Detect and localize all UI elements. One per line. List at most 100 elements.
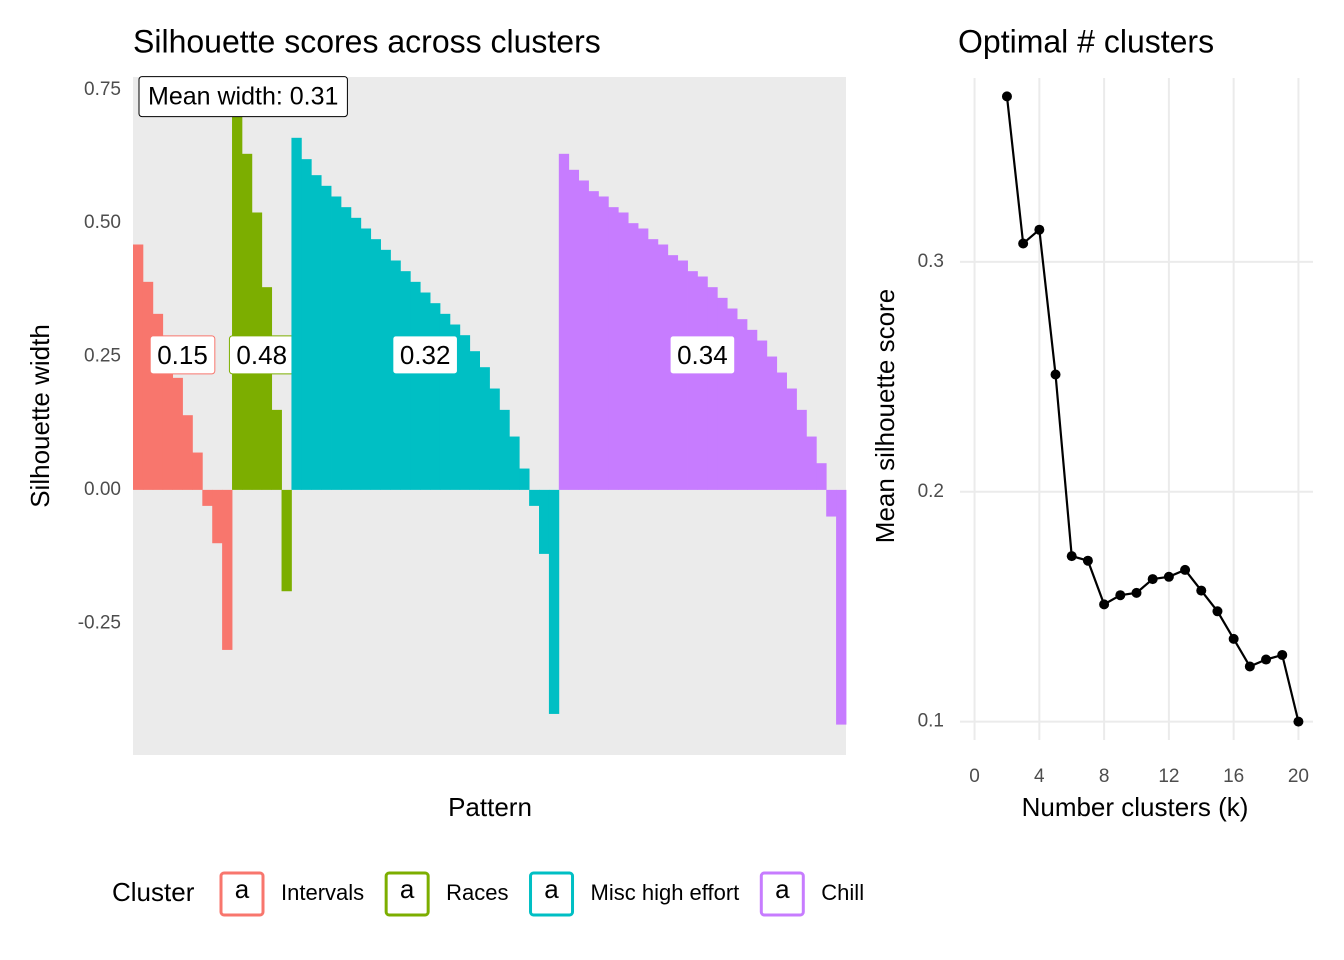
point bbox=[1034, 224, 1045, 235]
point bbox=[1212, 606, 1223, 617]
silhouette-bar bbox=[618, 212, 629, 490]
silhouette-bar bbox=[737, 319, 748, 490]
silhouette-bar bbox=[192, 452, 203, 490]
cluster-mean-label: 0.34 bbox=[677, 340, 728, 370]
silhouette-bar bbox=[776, 372, 787, 490]
cluster-mean-label: 0.15 bbox=[157, 340, 208, 370]
silhouette-bar bbox=[548, 489, 560, 714]
silhouette-bar bbox=[232, 116, 243, 490]
silhouette-bar bbox=[430, 303, 441, 490]
silhouette-bar bbox=[578, 180, 589, 490]
silhouette-bar bbox=[281, 489, 292, 592]
legend-key-glyph: a bbox=[235, 874, 250, 904]
silhouette-bar bbox=[766, 356, 778, 490]
legend-key bbox=[759, 871, 805, 917]
silhouette-bar bbox=[558, 153, 570, 490]
label-box bbox=[138, 76, 348, 118]
silhouette-bar bbox=[449, 324, 461, 490]
point bbox=[1115, 590, 1126, 601]
silhouette-bar bbox=[360, 228, 372, 490]
x-tick-label: 20 bbox=[1288, 766, 1309, 787]
point bbox=[1099, 599, 1110, 610]
legend-key-glyph: a bbox=[400, 874, 415, 904]
point bbox=[1163, 571, 1174, 582]
silhouette-bar bbox=[321, 185, 332, 490]
silhouette-bar bbox=[816, 463, 827, 490]
x-tick-label: 16 bbox=[1223, 766, 1244, 787]
silhouette-bar bbox=[340, 207, 352, 490]
silhouette-bar bbox=[133, 244, 144, 490]
silhouette-bar bbox=[598, 196, 609, 490]
x-tick-label: 12 bbox=[1158, 766, 1179, 787]
legend-label: Races bbox=[446, 880, 508, 905]
legend-title: Cluster bbox=[112, 877, 195, 907]
silhouette-bar bbox=[459, 335, 471, 490]
point bbox=[1050, 369, 1061, 380]
silhouette-bar bbox=[202, 489, 213, 506]
line bbox=[1005, 96, 1300, 722]
legend-key bbox=[219, 871, 265, 917]
silhouette-bar bbox=[628, 223, 639, 490]
silhouette-bar bbox=[568, 169, 580, 490]
silhouette-bar bbox=[836, 489, 847, 725]
y-tick-label: 0.2 bbox=[918, 481, 944, 502]
y-tick-label: 0.75 bbox=[84, 79, 121, 100]
silhouette-bar bbox=[331, 196, 342, 490]
silhouette-bar bbox=[529, 489, 540, 506]
silhouette-bar bbox=[410, 281, 421, 490]
silhouette-bar bbox=[638, 228, 649, 490]
point bbox=[1082, 555, 1093, 566]
silhouette-bar bbox=[519, 468, 530, 490]
silhouette-bar bbox=[162, 345, 174, 490]
silhouette-bar bbox=[479, 367, 490, 490]
point bbox=[1261, 654, 1272, 665]
silhouette-bar bbox=[172, 377, 183, 490]
silhouette-bar bbox=[420, 292, 431, 490]
silhouette-bar bbox=[271, 409, 282, 490]
x-axis-title: Number clusters (k) bbox=[1022, 792, 1249, 822]
silhouette-bar bbox=[311, 175, 322, 490]
point bbox=[1180, 564, 1191, 575]
legend-label: Chill bbox=[821, 880, 864, 905]
x-tick-label: 0 bbox=[969, 766, 980, 787]
silhouette-bar bbox=[727, 308, 738, 490]
silhouette-bar bbox=[509, 436, 520, 490]
silhouette-bar bbox=[142, 281, 154, 490]
silhouette-bar bbox=[212, 489, 223, 544]
silhouette-bar bbox=[400, 271, 411, 490]
silhouette-bar bbox=[489, 388, 500, 490]
silhouette-bar bbox=[687, 271, 698, 490]
legend-key bbox=[384, 871, 430, 917]
silhouette-bar bbox=[826, 489, 837, 517]
chart-title: Optimal # clusters bbox=[958, 23, 1214, 59]
legend-key-glyph: a bbox=[544, 874, 559, 904]
point bbox=[1018, 238, 1029, 249]
silhouette-bar bbox=[539, 489, 550, 554]
label-box bbox=[149, 335, 216, 375]
chart-title: Silhouette scores across clusters bbox=[133, 23, 601, 59]
silhouette-bar bbox=[756, 340, 768, 490]
silhouette-bar bbox=[806, 436, 817, 490]
silhouette-bar bbox=[291, 137, 302, 490]
silhouette-bar bbox=[261, 287, 273, 490]
y-axis-title: Mean silhouette score bbox=[870, 289, 900, 543]
silhouette-bar bbox=[152, 313, 164, 490]
x-tick-label: 8 bbox=[1099, 766, 1110, 787]
x-axis-title: Pattern bbox=[448, 792, 532, 822]
silhouette-bar bbox=[786, 388, 797, 490]
silhouette-bar bbox=[707, 287, 718, 490]
y-tick-label: 0.00 bbox=[84, 479, 121, 500]
y-tick-label: 0.1 bbox=[918, 711, 944, 732]
point bbox=[1147, 574, 1158, 585]
silhouette-bar bbox=[588, 191, 599, 490]
silhouette-bar bbox=[222, 489, 233, 650]
y-axis-title: Silhouette width bbox=[25, 324, 55, 508]
silhouette-bar bbox=[647, 239, 659, 490]
point bbox=[1293, 716, 1304, 727]
silhouette-bar bbox=[241, 153, 253, 490]
point bbox=[1244, 661, 1255, 672]
silhouette-bar bbox=[657, 244, 669, 490]
x-tick-label: 4 bbox=[1034, 766, 1045, 787]
silhouette-bar bbox=[390, 260, 401, 490]
